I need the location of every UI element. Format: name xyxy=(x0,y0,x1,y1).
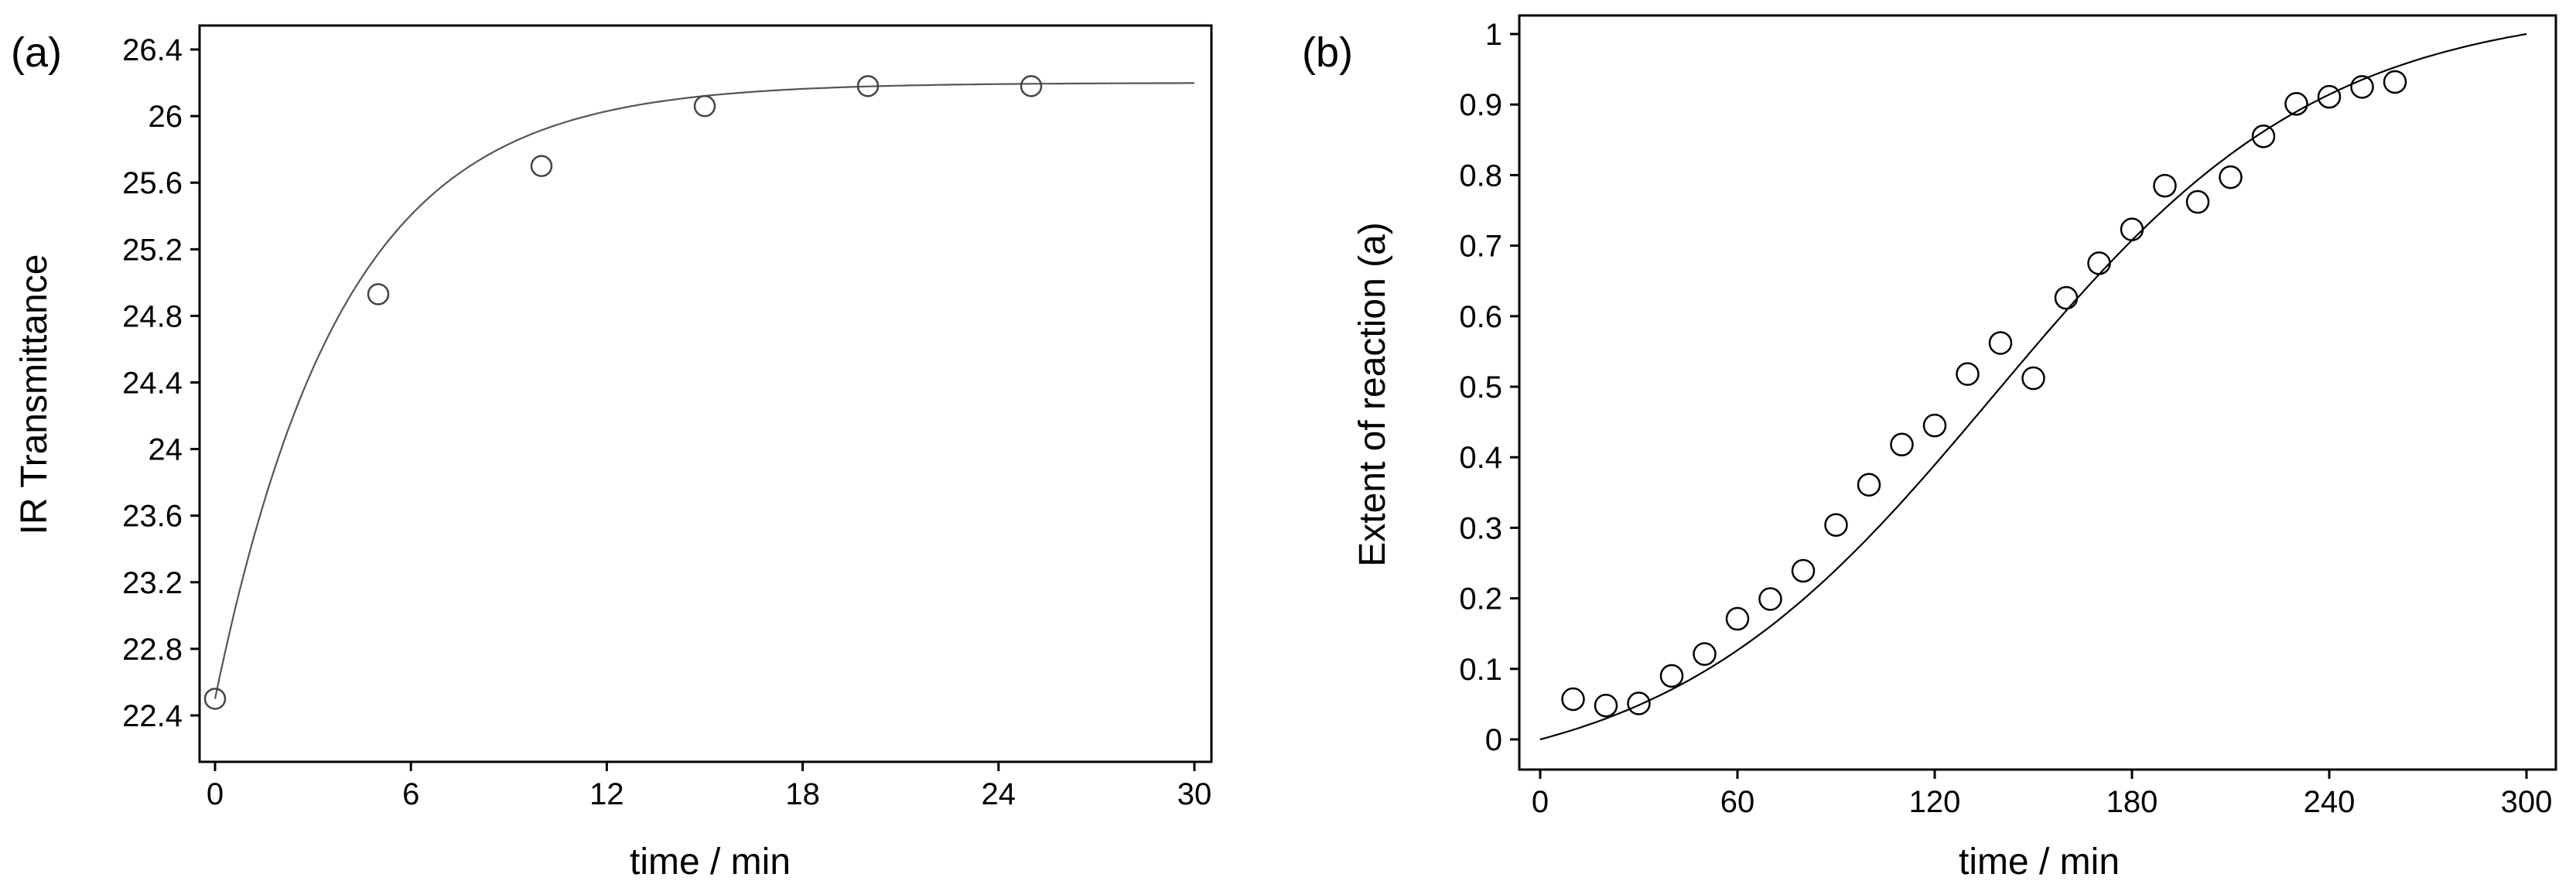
panel-b-data-point xyxy=(1988,331,2013,355)
panel-b-frame xyxy=(1518,14,2557,771)
panel-b-x-ticks: 0 60 120 180 240 300 xyxy=(1532,770,2553,819)
panel-b-data-point xyxy=(1659,664,1684,688)
panel-b-data-point xyxy=(2087,251,2111,275)
panel-b-y-ticks: 0 0.1 0.2 0.3 0.4 0.5 0.6 0.7 0.8 0.9 1 xyxy=(1459,18,1519,757)
panel-a-x-tick-label: 18 xyxy=(785,777,820,811)
panel-b-data-point xyxy=(2219,165,2243,189)
panel-b-x-tick-label: 180 xyxy=(2106,785,2158,819)
panel-b-x-tick-label: 300 xyxy=(2501,785,2553,819)
panel-b-data-point xyxy=(1956,362,1980,386)
panel-b: (b) 0 60 120 180 240 300 00.10.20.30.40.50.60… xyxy=(1302,14,2557,882)
panel-b-fit-curve xyxy=(1539,32,2527,741)
panel-b-data-point xyxy=(2317,84,2342,109)
panel-a-y-tick-label: 25.6 xyxy=(122,166,183,200)
panel-a-x-tick-label: 30 xyxy=(1177,777,1212,811)
panel-b-data-point xyxy=(2284,92,2308,116)
panel-b-y-tick-label: 0.7 xyxy=(1459,230,1502,264)
panel-b-y-tick-label: 0.4 xyxy=(1459,441,1502,475)
panel-a-x-tick-label: 6 xyxy=(402,777,419,811)
panel-a-y-tick-label: 26 xyxy=(149,100,183,134)
panel-a-data-point xyxy=(367,283,390,306)
panel-b-x-tick-label: 240 xyxy=(2304,785,2356,819)
panel-b-x-tick-label: 0 xyxy=(1532,785,1549,819)
panel-b-data-point xyxy=(1594,693,1618,718)
panel-a-x-tick-label: 24 xyxy=(982,777,1016,811)
panel-a-y-tick-label: 22.4 xyxy=(122,699,183,733)
panel-b-data-point xyxy=(1922,413,1947,438)
panel-b-y-tick-label: 0 xyxy=(1485,723,1502,757)
panel-a: (a) 0 6 12 18 24 30 22.4 22.8 23.2 23.6 24 24.4 24.… xyxy=(11,24,1213,882)
panel-a-y-tick-label: 23.6 xyxy=(122,500,183,534)
panel-a-x-tick-label: 0 xyxy=(207,777,224,811)
panel-b-data-point xyxy=(1693,642,1717,666)
panel-a-y-tick-label: 24.4 xyxy=(122,367,183,401)
panel-b-x-axis-title: time / min xyxy=(1959,842,2120,882)
panel-b-data-point xyxy=(2054,285,2079,310)
panel-a-plot-area xyxy=(198,24,1213,763)
panel-a-data-point xyxy=(530,155,553,177)
panel-a-data-point xyxy=(1020,75,1043,97)
panel-b-y-axis-title: Extent of reaction (a) xyxy=(1352,222,1393,567)
panel-b-data-point xyxy=(2251,124,2276,148)
panel-a-fit-curve xyxy=(214,82,1194,699)
panel-a-label: (a) xyxy=(11,29,62,76)
panel-b-y-tick-label: 0.3 xyxy=(1459,511,1502,545)
panel-b-y-tick-label: 0.1 xyxy=(1459,653,1502,687)
panel-b-data-point xyxy=(2185,189,2210,214)
panel-b-data-point xyxy=(1561,687,1585,712)
panel-a-points xyxy=(203,75,1043,710)
panel-b-data-point xyxy=(1725,606,1750,631)
panel-b-data-point xyxy=(2120,217,2144,241)
panel-a-data-point xyxy=(693,94,716,118)
panel-b-y-tick-label: 0.5 xyxy=(1459,370,1502,405)
panel-b-plot-area xyxy=(1518,14,2557,771)
panel-b-data-point xyxy=(2021,366,2045,391)
panel-b-data-point xyxy=(2153,173,2177,198)
panel-a-frame xyxy=(198,24,1213,763)
panel-b-y-tick-label: 1 xyxy=(1485,18,1502,52)
panel-a-data-point xyxy=(856,75,880,97)
panel-b-data-point xyxy=(1627,691,1651,715)
panel-b-data-point xyxy=(1758,587,1782,611)
panel-b-data-point xyxy=(1791,558,1816,583)
panel-b-y-tick-label: 0.9 xyxy=(1459,88,1502,122)
panel-b-y-tick-label: 0.2 xyxy=(1459,582,1502,616)
panel-a-y-axis-title: IR Transmittance xyxy=(14,254,55,535)
panel-b-x-tick-label: 120 xyxy=(1909,785,1961,819)
panel-a-x-axis-title: time / min xyxy=(630,842,791,882)
panel-a-y-tick-label: 24 xyxy=(149,433,183,467)
panel-b-label: (b) xyxy=(1302,29,1353,76)
panel-a-y-tick-label: 26.4 xyxy=(122,33,183,67)
panel-b-x-tick-label: 60 xyxy=(1720,785,1755,819)
panel-a-y-tick-label: 22.8 xyxy=(122,633,183,667)
panel-b-data-point xyxy=(1824,513,1848,538)
panel-a-y-tick-label: 25.2 xyxy=(122,233,183,267)
panel-b-data-point xyxy=(1890,432,1914,457)
panel-a-y-ticks: 22.4 22.8 23.2 23.6 24 24.4 24.8 25.2 25.6 26 26.4 xyxy=(122,33,200,733)
panel-a-data-point xyxy=(203,688,227,710)
panel-b-y-tick-label: 0.6 xyxy=(1459,300,1502,334)
panel-b-data-point xyxy=(1857,473,1881,497)
panel-a-x-tick-label: 12 xyxy=(589,777,624,811)
panel-b-y-tick-label: 0.8 xyxy=(1459,159,1502,193)
panel-a-y-tick-label: 23.2 xyxy=(122,566,183,600)
panel-a-y-tick-label: 24.8 xyxy=(122,299,183,333)
panel-a-x-ticks: 0 6 12 18 24 30 xyxy=(207,762,1211,811)
panel-b-data-point xyxy=(2383,70,2407,94)
panel-b-points xyxy=(1561,70,2407,718)
panel-b-data-point xyxy=(2350,75,2374,99)
